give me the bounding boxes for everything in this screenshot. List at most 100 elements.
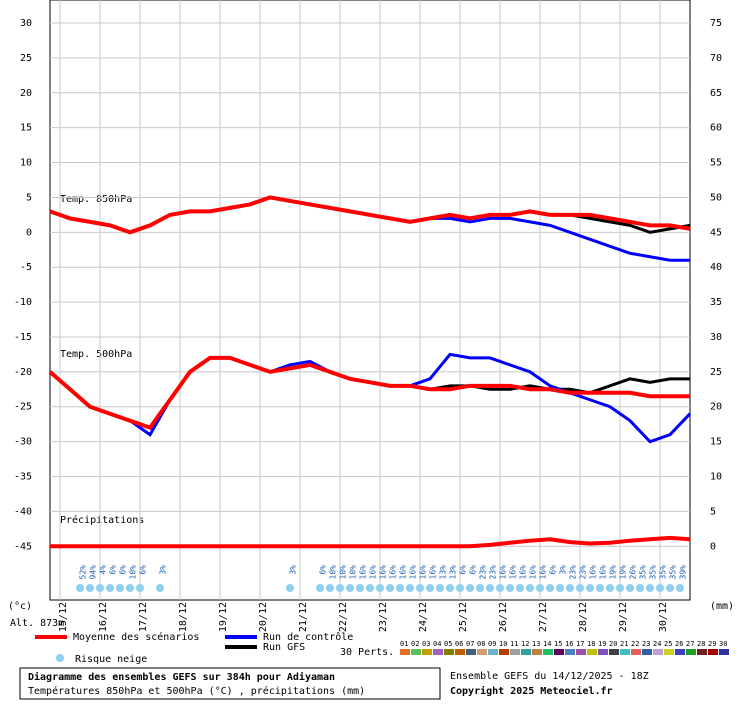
snow-icon [346,584,354,592]
perts-label: 30 Perts. [340,647,394,658]
pert-swatch [697,649,707,655]
snow-icon [486,584,494,592]
series-line [48,355,690,431]
y-tick-label: 15 [20,123,32,134]
y-tick-label: -25 [14,402,32,413]
snow-risk-label: 16% [509,565,518,580]
snow-icon [626,584,634,592]
y2-tick-label: 65 [710,88,722,99]
snow-risk-label: 35% [669,565,678,580]
pert-id: 04 [433,640,441,648]
y2-tick-label: 25 [710,367,722,378]
x-tick-label: 23/12 [378,602,389,632]
pert-swatch [433,649,443,655]
snow-risk-label: 4% [99,565,108,575]
snow-icon [116,584,124,592]
x-tick-label: 24/12 [418,602,429,632]
snow-risk-label: 6% [549,565,558,575]
snow-risk-label: 16% [429,565,438,580]
snow-risk-label: 10% [329,565,338,580]
pert-id: 07 [466,640,474,648]
legend-label: Run GFS [263,642,305,653]
y2-tick-label: 0 [710,541,716,552]
snow-icon [456,584,464,592]
pert-id: 28 [697,640,705,648]
annotation: Précipitations [60,514,144,526]
snow-risk-label: 10% [349,565,358,580]
x-tick-label: 22/12 [338,602,349,632]
pert-swatch [532,649,542,655]
y-tick-label: -45 [14,541,32,552]
snow-icon [326,584,334,592]
y-tick-label: 20 [20,88,32,99]
snow-icon [556,584,564,592]
legend-label: Moyenne des scénarios [73,631,199,643]
y2-tick-label: 5 [710,506,716,517]
pert-id: 24 [653,640,661,648]
x-tick-label: 27/12 [538,602,549,632]
snow-risk-label: 26% [629,565,638,580]
pert-id: 21 [620,640,628,648]
snow-icon [546,584,554,592]
snow-risk-label: 16% [589,565,598,580]
snow-risk-label: 16% [369,565,378,580]
snow-icon [56,654,64,662]
legend-label: Risque neige [75,654,147,665]
snow-icon [536,584,544,592]
pert-swatch [708,649,718,655]
series-line [50,535,691,549]
pert-id: 03 [422,640,430,648]
y2-tick-label: 70 [710,53,722,64]
snow-icon [506,584,514,592]
pert-id: 14 [543,640,551,648]
pert-id: 05 [444,640,452,648]
snow-icon [476,584,484,592]
snow-icon [656,584,664,592]
pert-id: 25 [664,640,672,648]
snow-icon [516,584,524,592]
snow-icon [576,584,584,592]
footer-subtitle: Températures 850hPa et 500hPa (°C) , pré… [28,685,365,697]
snow-risk-label: 16% [399,565,408,580]
pert-id: 12 [521,640,529,648]
pert-swatch [664,649,674,655]
x-tick-label: 19/12 [218,602,229,632]
snow-icon [646,584,654,592]
snow-risk-label: 6% [119,565,128,575]
snow-icon [416,584,424,592]
y-tick-label: -5 [20,262,32,273]
snow-risk-label: 16% [529,565,538,580]
snow-icon [76,584,84,592]
x-tick-label: 21/12 [298,602,309,632]
snow-icon [286,584,294,592]
y-tick-label: -10 [14,297,32,308]
snow-icon [526,584,534,592]
snow-risk-label: 16% [409,565,418,580]
snow-risk-label: 3% [159,565,168,575]
snow-risk-label: 6% [109,565,118,575]
snow-icon [466,584,474,592]
pert-swatch [510,649,520,655]
pert-swatch [466,649,476,655]
y2-unit: (mm) [710,601,734,612]
snow-risk-label: 10% [339,565,348,580]
snow-risk-label: 19% [609,565,618,580]
snow-risk-label: 16% [359,565,368,580]
annotation: Temp. 850hPa [60,194,132,205]
snow-risk-label: 23% [489,565,498,580]
annotation: Temp. 500hPa [60,349,132,360]
x-tick-label: 25/12 [458,602,469,632]
x-tick-label: 17/12 [138,602,149,632]
snow-risk-label: 23% [569,565,578,580]
pert-swatch [576,649,586,655]
pert-id: 27 [686,640,694,648]
y-tick-label: 25 [20,53,32,64]
y2-tick-label: 20 [710,402,722,413]
snow-risk-label: 13% [439,565,448,580]
snow-icon [106,584,114,592]
snow-icon [96,584,104,592]
y2-tick-label: 35 [710,297,722,308]
snow-icon [666,584,674,592]
snow-risk-label: 6% [319,565,328,575]
